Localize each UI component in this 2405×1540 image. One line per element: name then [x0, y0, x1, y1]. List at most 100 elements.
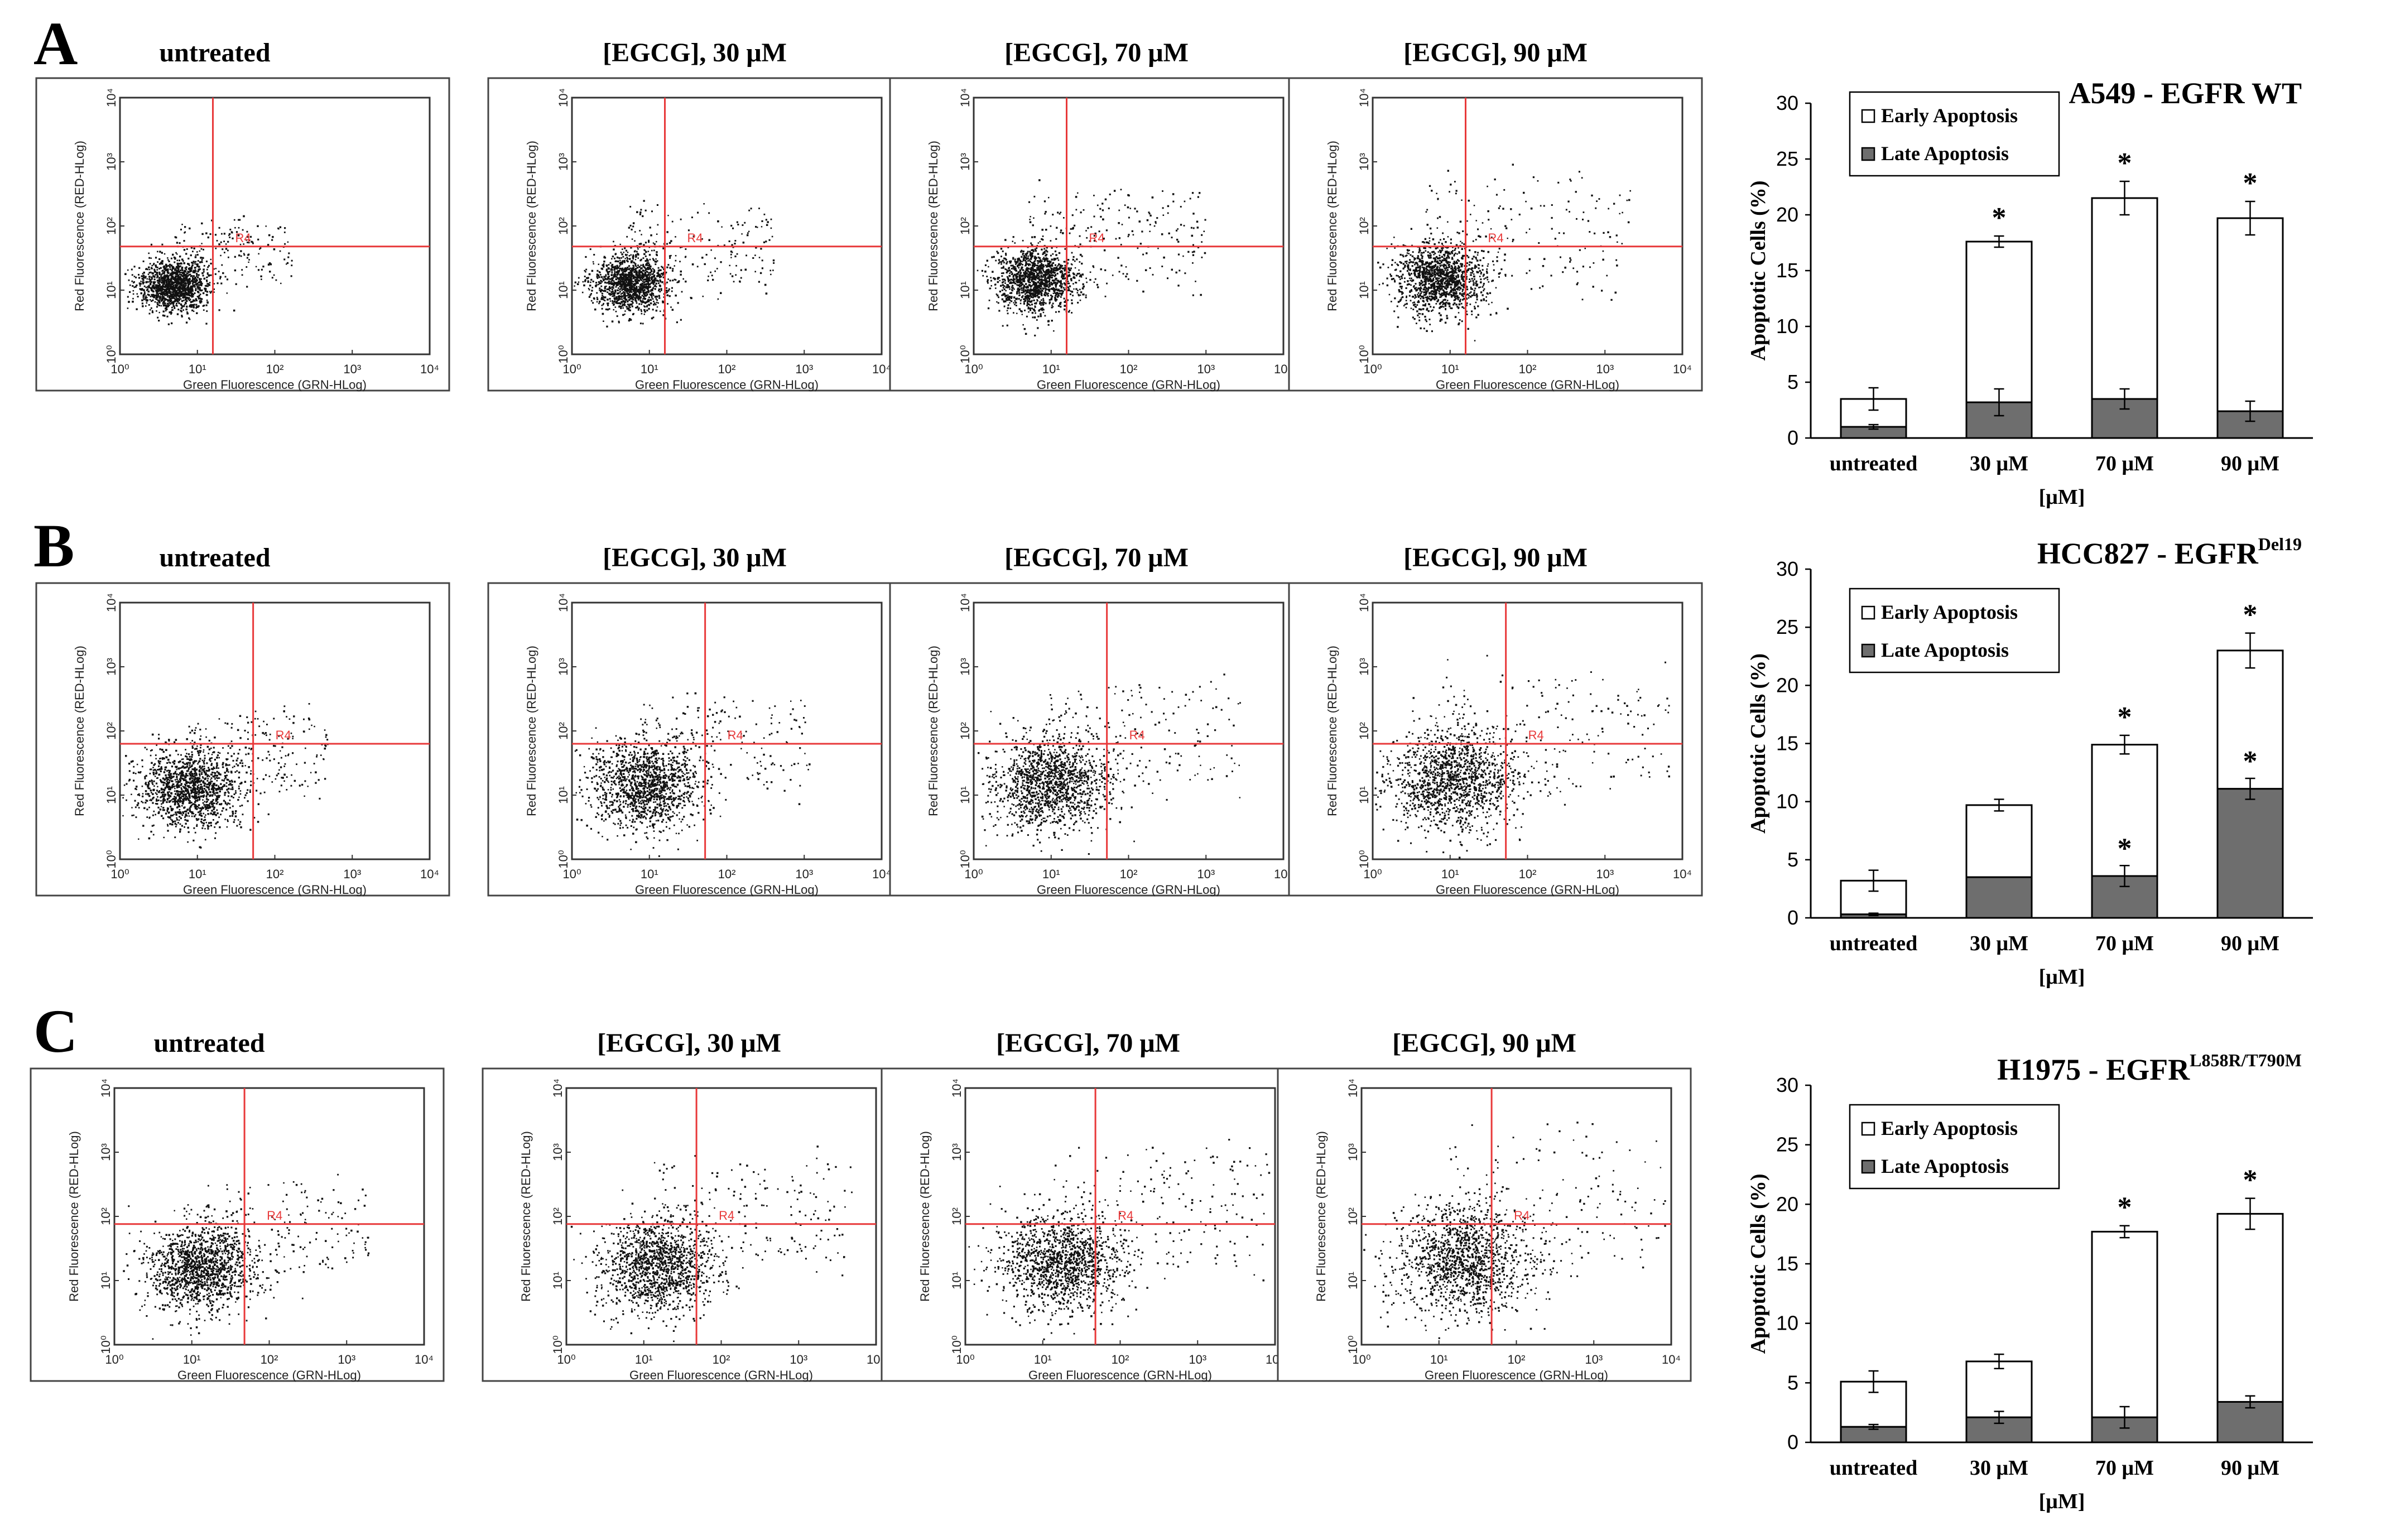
error-bar	[1868, 869, 1879, 892]
error-bar	[1994, 235, 2004, 248]
x-tick-label: 10²	[266, 362, 284, 376]
y-tick-label: 10²	[104, 217, 118, 235]
facs-title: untreated	[159, 543, 270, 572]
y-tick-label: 10²	[1346, 1207, 1360, 1225]
x-tick-label: 10¹	[1430, 1353, 1448, 1366]
legend-box	[1849, 1104, 2060, 1190]
y-tick-label: 5	[1787, 848, 1798, 871]
y-tick-label: 10	[1776, 315, 1798, 338]
y-tick-label: 10⁴	[104, 593, 118, 612]
x-tick-label: 10¹	[189, 362, 206, 376]
y-tick-label: 10²	[1357, 722, 1371, 740]
x-tick-label: 10²	[1112, 1353, 1129, 1366]
facs-events	[977, 179, 1206, 336]
legend-label-late: Late Apoptosis	[1881, 1155, 2009, 1177]
y-tick-label: 10²	[551, 1207, 565, 1225]
y-tick-label: 10²	[556, 722, 570, 740]
y-tick-label: 20	[1776, 1192, 1798, 1215]
significance-star: *	[2118, 832, 2132, 864]
apoptosis-bar-chart: 0 5 10 15 20 25 30 Apoptotic Cells (%) untreated…	[1747, 76, 2313, 509]
x-tick-label: 10⁰	[110, 867, 129, 881]
x-tick-label: 10²	[1120, 867, 1138, 881]
x-tick-label: 10³	[1585, 1353, 1603, 1366]
y-tick-label: 10¹	[99, 1272, 113, 1289]
x-tick-label: 10⁰	[1363, 362, 1382, 376]
x-tick-label: 10¹	[1441, 867, 1459, 881]
gate-label: R4	[1129, 728, 1145, 742]
facs-ylabel: Red Fluorescence (RED-HLog)	[73, 141, 86, 311]
bar-early-apoptosis	[1965, 1360, 2033, 1418]
panel-letter: C	[33, 997, 78, 1065]
y-tick-label: 10⁰	[1346, 1335, 1360, 1354]
legend-label-late: Late Apoptosis	[1881, 639, 2009, 661]
chart-ylabel: Apoptotic Cells (%)	[1747, 181, 1770, 361]
y-tick-label: 10⁰	[958, 850, 972, 868]
x-tick-label: untreated	[1830, 452, 1918, 475]
x-tick-label: 10⁰	[964, 867, 983, 881]
facs-ylabel: Red Fluorescence (RED-HLog)	[918, 1131, 932, 1302]
significance-star: *	[1992, 202, 2007, 234]
y-tick-label: 10³	[1357, 658, 1371, 676]
facs-events	[968, 1139, 1271, 1340]
x-tick-label: 10⁰	[562, 867, 581, 881]
chart-ylabel: Apoptotic Cells (%)	[1747, 1174, 1770, 1354]
chart-ylabel: Apoptotic Cells (%)	[1747, 653, 1770, 834]
x-tick-label: 10³	[1189, 1353, 1206, 1366]
y-tick-label: 10⁰	[556, 345, 570, 363]
facs-ylabel: Red Fluorescence (RED-HLog)	[67, 1131, 81, 1302]
x-tick-label: 10¹	[1034, 1353, 1052, 1366]
y-tick-label: 10⁰	[1357, 345, 1371, 363]
facs-xlabel: Green Fluorescence (GRN-HLog)	[629, 1368, 813, 1382]
y-tick-label: 10¹	[958, 786, 972, 804]
facs-ylabel: Red Fluorescence (RED-HLog)	[525, 141, 538, 311]
facs-title: [EGCG], 70 μM	[996, 1028, 1180, 1058]
x-tick-label: 10³	[795, 867, 813, 881]
y-tick-label: 10⁴	[551, 1079, 565, 1098]
x-tick-label: 10⁰	[110, 362, 129, 376]
facs-events	[124, 215, 293, 325]
legend-label-early: Early Apoptosis	[1881, 601, 2018, 623]
x-tick-label: 10⁴	[1662, 1353, 1681, 1366]
facs-title: [EGCG], 70 μM	[1004, 543, 1189, 572]
y-tick-label: 10⁴	[1346, 1079, 1360, 1098]
gate-label: R4	[1528, 728, 1544, 742]
x-tick-label: 10²	[713, 1353, 730, 1366]
y-tick-label: 15	[1776, 259, 1798, 282]
bar-early-apoptosis	[2091, 744, 2158, 877]
x-tick-label: 30 μM	[1970, 1456, 2028, 1480]
x-tick-label: 90 μM	[2221, 452, 2279, 475]
x-tick-label: untreated	[1830, 932, 1918, 955]
facs-events	[1374, 654, 1670, 859]
chart-legend: Early Apoptosis Late Apoptosis	[1849, 1104, 2060, 1190]
facs-title: [EGCG], 30 μM	[603, 543, 787, 572]
y-tick-label: 10⁴	[958, 593, 972, 612]
legend-box	[1849, 588, 2060, 673]
facs-ylabel: Red Fluorescence (RED-HLog)	[1314, 1131, 1328, 1302]
y-tick-label: 10¹	[556, 281, 570, 299]
facs-frame	[487, 77, 902, 392]
y-tick-label: 30	[1776, 1074, 1798, 1096]
x-tick-label: 10⁴	[1673, 362, 1692, 376]
facs-frame	[1288, 582, 1703, 897]
error-bar	[2119, 865, 2130, 887]
gate-label: R4	[719, 1209, 734, 1223]
facs-frame	[35, 77, 450, 392]
x-tick-label: 10²	[718, 362, 736, 376]
error-bar	[1994, 1411, 2004, 1424]
facs-events	[574, 200, 775, 328]
bar-early-apoptosis	[2216, 217, 2284, 412]
error-bar	[1994, 1353, 2004, 1369]
facs-events	[574, 692, 811, 857]
legend-box	[1849, 91, 2060, 177]
facs-title: untreated	[153, 1028, 264, 1058]
facs-events	[1363, 1122, 1666, 1339]
facs-events	[978, 673, 1241, 855]
bar-late-apoptosis	[1965, 876, 2033, 919]
y-tick-label: 10⁴	[1357, 593, 1371, 612]
y-tick-label: 5	[1787, 1371, 1798, 1394]
y-tick-label: 15	[1776, 732, 1798, 755]
